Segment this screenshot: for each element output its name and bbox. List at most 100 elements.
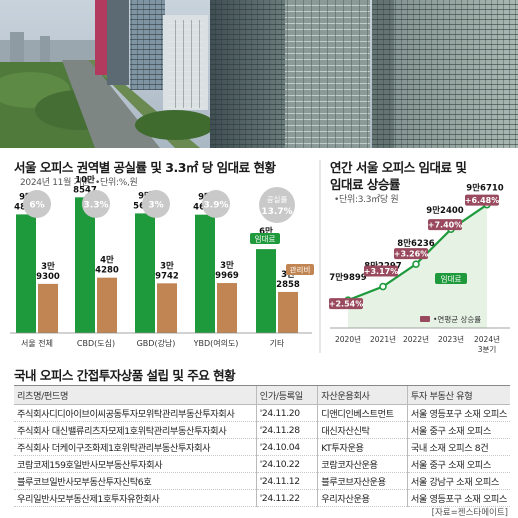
fee-value-label: 9300 (36, 272, 60, 282)
category-label: GBD(강남) (137, 338, 176, 348)
growth-badge (364, 265, 398, 277)
table-header-cell: 리츠명/펀드명 (14, 385, 257, 405)
x-tick-label: 2022년 (403, 334, 429, 344)
table-header-cell: 인가/등록일 (255, 385, 318, 405)
fee-value-label: 3만 (220, 260, 234, 271)
fee-value-label: 2858 (276, 280, 300, 290)
growth-legend-label: •연평균 상승률 (433, 314, 481, 324)
fee-value-label: 4만 (100, 255, 114, 266)
legend-fee-tag (286, 264, 314, 275)
growth-legend-swatch (420, 316, 430, 322)
table-cell: '24.11.22 (255, 489, 318, 507)
growth-rate-label: +3.26% (394, 250, 428, 259)
vacancy-bubble (23, 190, 51, 218)
table-header-cell: 자산운용회사 (317, 385, 408, 405)
right-chart-title-line1: 연간 서울 오피스 임대료 및 (330, 160, 467, 175)
vacancy-bubble (82, 190, 110, 218)
table-row: 블루코브일반사모부동산투자신탁6호 '24.11.12 블루코브자산운용 서울 … (14, 472, 510, 490)
table-cell: 코람코자산운용 (317, 455, 408, 473)
vacancy-rate: 3.3% (84, 201, 109, 211)
charts-svg: 9만48893만9300서울 전체6%10만85474만4280CBD(도심)3… (10, 160, 510, 354)
table-cell: 서울 중구 소재 오피스 (406, 455, 510, 473)
growth-badge (329, 298, 363, 310)
left-chart-title: 서울 오피스 권역별 공실률 및 3.3㎡ 당 임대료 현황 (14, 160, 276, 175)
table-cell: '24.10.22 (255, 455, 318, 473)
table-cell: 블루코브일반사모부동산투자신탁6호 (14, 472, 257, 490)
fund-table-section: 국내 오피스 간접투자상품 설립 및 주요 현황 리츠명/펀드명 인가/등록일 … (0, 360, 518, 518)
legend-rent-tag (250, 233, 280, 244)
fee-bar (217, 283, 237, 333)
fee-value-label: 9969 (215, 271, 239, 281)
x-tick-label: 2023년 (438, 334, 464, 344)
growth-rate-label: +6.48% (465, 196, 499, 205)
rent-point-label: 9만6710 (466, 183, 503, 194)
table-cell: 우리일반사모부동산제1호투자유한회사 (14, 489, 257, 507)
table-cell: 주식회사디디아이브이씨공동투자모위탁관리부동산투자회사 (14, 404, 257, 422)
table-row: 우리일반사모부동산제1호투자유한회사 '24.11.22 우리자산운용 서울 영… (14, 489, 510, 507)
vacancy-bubble (142, 190, 170, 218)
category-label: YBD(여의도) (193, 338, 239, 348)
table-cell: 주식회사 더케이구조화제1호위탁관리부동산투자회사 (14, 438, 257, 456)
rent-value-label: 10만 (75, 174, 95, 185)
growth-badge (465, 194, 499, 206)
vacancy-rate: 3.9% (204, 201, 229, 211)
table-cell: 우리자산운용 (317, 489, 408, 507)
table-row: 주식회사 대신밸류리츠자모제1호위탁관리부동산투자회사 '24.11.28 대신… (14, 421, 510, 439)
rent-value-label: 8547 (73, 185, 97, 195)
left-chart-date-note: 2024년 11월 기준 (20, 178, 90, 188)
fee-bar (157, 283, 177, 333)
table-cell: '24.10.04 (255, 438, 318, 456)
table-title: 국내 오피스 간접투자상품 설립 및 주요 현황 (14, 368, 236, 383)
left-chart-unit-note: •단위:%,원 (95, 178, 138, 188)
fund-table: 리츠명/펀드명 인가/등록일 자산운용회사 투자 부동산 유형 주식회사디디아이… (14, 385, 510, 507)
x-tick-label: 2024년 (474, 334, 500, 344)
charts-region: 서울 오피스 권역별 공실률 및 3.3㎡ 당 임대료 현황 2024년 11월… (0, 148, 518, 360)
rent-point-label: 9만2400 (426, 205, 463, 216)
table-cell: 국내 소재 오피스 8건 (406, 438, 510, 456)
fee-bar (38, 283, 58, 333)
table-cell: KT투자운용 (317, 438, 408, 456)
header-photo (0, 0, 518, 148)
legend-fee-label: 관리비 (290, 265, 311, 275)
table-cell: '24.11.12 (255, 472, 318, 490)
fee-value-label: 3만 (160, 260, 174, 271)
rent-value-label: 6만 (259, 226, 273, 237)
vacancy-rate: 13.7% (261, 207, 292, 217)
table-row: 주식회사 더케이구조화제1호위탁관리부동산투자회사 '24.10.04 KT투자… (14, 438, 510, 456)
rent-bar (195, 214, 215, 333)
vacancy-rate: 6% (29, 201, 44, 211)
rent-point (379, 282, 387, 291)
category-label: 서울 전체 (21, 338, 53, 348)
table-cell: 서울 영등포구 소재 오피스 (406, 404, 510, 422)
category-label: CBD(도심) (77, 338, 115, 348)
x-tick-label: 3분기 (478, 345, 497, 354)
fee-bar (97, 277, 117, 333)
fee-value-label: 9742 (155, 271, 179, 281)
right-chart-unit-note: •단위:3.3㎡당 원 (334, 195, 399, 205)
table-cell: 서울 영등포구 소재 오피스 (406, 489, 510, 507)
table-cell: 서울 중구 소재 오피스 (406, 421, 510, 439)
table-row: 주식회사디디아이브이씨공동투자모위탁관리부동산투자회사 '24.11.20 디앤… (14, 404, 510, 422)
x-tick-label: 2021년 (370, 334, 396, 344)
growth-rate-label: +7.40% (428, 221, 462, 230)
line-label-tag (435, 273, 467, 284)
table-header-row: 리츠명/펀드명 인가/등록일 자산운용회사 투자 부동산 유형 (14, 385, 510, 405)
rent-bar (16, 214, 36, 333)
table-cell: 블루코브자산운용 (317, 472, 408, 490)
rent-bar (256, 249, 276, 333)
table-cell: 디앤디인베스트먼트 (317, 404, 408, 422)
fee-value-label: 3만 (41, 261, 55, 272)
table-cell: 코람코제159호일반사모부동산투자회사 (14, 455, 257, 473)
table-header-cell: 투자 부동산 유형 (406, 385, 510, 405)
growth-badge (394, 248, 428, 260)
source-note: [자료=젠스타메이트] (431, 508, 508, 518)
fee-value-label: 4280 (95, 266, 119, 276)
table-cell: '24.11.28 (255, 421, 318, 439)
vacancy-bubble (259, 187, 295, 223)
table-cell: 서울 강남구 소재 오피스 (406, 472, 510, 490)
category-label: 기타 (270, 339, 285, 348)
rent-point-label: 8만6236 (397, 238, 434, 249)
growth-badge (428, 219, 462, 231)
rent-point-label: 7만9899 (329, 272, 366, 283)
vacancy-label: 공실률 (267, 194, 288, 204)
